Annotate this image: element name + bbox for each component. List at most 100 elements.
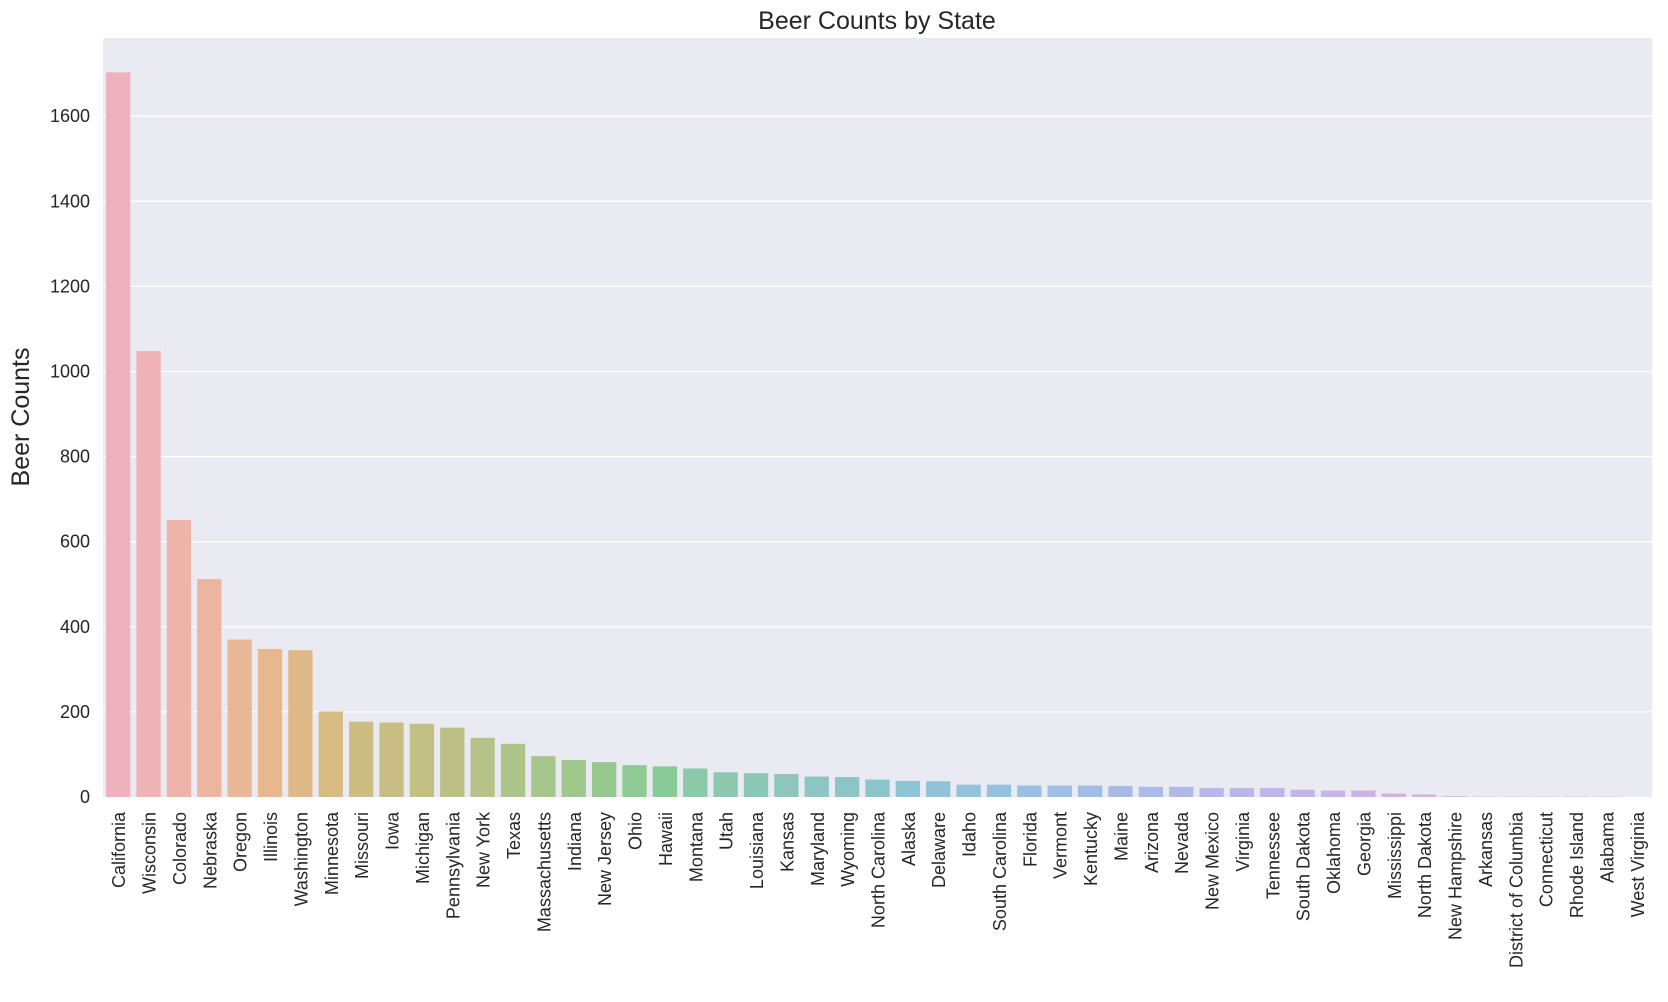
bar-ohio bbox=[622, 765, 647, 797]
y-tick-label: 200 bbox=[60, 702, 90, 722]
y-tick-label: 1600 bbox=[50, 106, 90, 126]
x-tick-label: Nevada bbox=[1172, 811, 1192, 874]
x-tick-label: Vermont bbox=[1051, 812, 1071, 879]
bar-maryland bbox=[804, 776, 829, 797]
x-tick-label: Connecticut bbox=[1537, 812, 1557, 907]
x-tick-label: Michigan bbox=[413, 812, 433, 884]
x-tick-label: Kansas bbox=[777, 812, 797, 872]
bar-new-jersey bbox=[591, 762, 617, 797]
bar-illinois bbox=[257, 648, 283, 797]
bar-vermont bbox=[1047, 785, 1072, 797]
x-tick-label: California bbox=[109, 811, 129, 888]
x-tick-label: Iowa bbox=[383, 811, 403, 850]
x-tick-label: Colorado bbox=[170, 812, 190, 885]
y-tick-label: 1000 bbox=[50, 362, 90, 382]
x-tick-label: Montana bbox=[686, 811, 706, 882]
y-axis-label: Beer Counts bbox=[7, 348, 35, 487]
bars bbox=[106, 72, 1619, 798]
bar-hawaii bbox=[652, 766, 678, 797]
x-tick-label: North Dakota bbox=[1415, 811, 1435, 918]
bar-south-carolina bbox=[986, 784, 1012, 797]
y-tick-label: 0 bbox=[80, 787, 90, 807]
x-tick-label: Arizona bbox=[1142, 811, 1162, 873]
x-tick-label: Mississippi bbox=[1385, 812, 1405, 899]
x-tick-label: Florida bbox=[1020, 811, 1040, 867]
x-tick-label: South Carolina bbox=[990, 811, 1010, 931]
bar-nevada bbox=[1169, 786, 1194, 797]
y-tick-label: 400 bbox=[60, 617, 90, 637]
y-tick-labels: 0 200 400 600 800 1000 1200 1400 1600 bbox=[50, 106, 90, 807]
x-tick-label: Alaska bbox=[899, 811, 919, 866]
bar-wisconsin bbox=[136, 351, 161, 797]
bar-kansas bbox=[774, 774, 799, 797]
x-tick-label: Massachusetts bbox=[534, 812, 554, 932]
plot-background bbox=[103, 38, 1652, 797]
x-tick-label: Arkansas bbox=[1476, 812, 1496, 887]
x-tick-label: Pennsylvania bbox=[443, 811, 463, 919]
x-tick-label: Kentucky bbox=[1081, 812, 1101, 886]
bar-colorado bbox=[166, 519, 192, 797]
y-tick-label: 1200 bbox=[50, 276, 90, 296]
x-tick-label: West Virginia bbox=[1628, 811, 1648, 917]
x-tick-label: Maryland bbox=[808, 812, 828, 886]
bar-florida bbox=[1017, 785, 1042, 797]
x-tick-label: Nebraska bbox=[200, 811, 220, 889]
bar-california bbox=[106, 72, 131, 798]
x-tick-label: South Dakota bbox=[1294, 811, 1314, 921]
x-tick-label: Minnesota bbox=[322, 811, 342, 895]
bar-nebraska bbox=[197, 579, 222, 797]
x-tick-label: Utah bbox=[717, 812, 737, 850]
x-tick-label: Alabama bbox=[1597, 811, 1617, 883]
bar-oregon bbox=[227, 639, 252, 797]
x-tick-label: North Carolina bbox=[869, 811, 889, 928]
bar-texas bbox=[500, 743, 526, 797]
x-tick-label: Rhode Island bbox=[1567, 812, 1587, 918]
x-tick-label: Wisconsin bbox=[140, 812, 160, 894]
bar-south-dakota bbox=[1290, 789, 1315, 797]
bar-north-dakota bbox=[1412, 794, 1437, 797]
bar-maine bbox=[1108, 785, 1133, 797]
x-tick-label: New York bbox=[474, 811, 494, 888]
x-tick-label: Texas bbox=[504, 812, 524, 859]
bar-delaware bbox=[926, 781, 951, 797]
x-tick-label: Indiana bbox=[565, 811, 585, 871]
x-tick-label: Ohio bbox=[626, 812, 646, 850]
x-tick-label: Louisiana bbox=[747, 811, 767, 889]
bar-alaska bbox=[895, 780, 921, 797]
bar-kentucky bbox=[1077, 785, 1103, 797]
x-tick-label: Oregon bbox=[231, 812, 251, 872]
gridlines bbox=[103, 115, 1652, 713]
x-tick-label: Idaho bbox=[960, 812, 980, 857]
x-tick-label: New Jersey bbox=[595, 812, 615, 906]
bar-virginia bbox=[1229, 788, 1255, 797]
y-tick-label: 1400 bbox=[50, 191, 90, 211]
y-tick-label: 600 bbox=[60, 532, 90, 552]
bar-pennsylvania bbox=[440, 727, 465, 797]
bar-new-hampshire bbox=[1442, 796, 1467, 797]
bar-utah bbox=[713, 772, 738, 797]
bar-wyoming bbox=[834, 777, 860, 797]
bar-iowa bbox=[379, 722, 404, 797]
x-tick-label: Oklahoma bbox=[1324, 811, 1344, 894]
bar-missouri bbox=[349, 721, 374, 797]
bar-massachusetts bbox=[531, 756, 556, 797]
bar-north-carolina bbox=[865, 779, 890, 797]
bar-mississippi bbox=[1381, 793, 1406, 797]
bar-new-mexico bbox=[1199, 788, 1224, 797]
bar-montana bbox=[683, 768, 708, 797]
bar-new-york bbox=[470, 737, 495, 797]
x-tick-label: Wyoming bbox=[838, 812, 858, 887]
x-tick-label: Washington bbox=[291, 812, 311, 906]
bar-oklahoma bbox=[1320, 790, 1346, 797]
y-tick-label: 800 bbox=[60, 447, 90, 467]
x-tick-label: Virginia bbox=[1233, 811, 1253, 872]
chart-title: Beer Counts by State bbox=[758, 7, 996, 35]
bar-arizona bbox=[1138, 786, 1164, 797]
bar-minnesota bbox=[318, 711, 343, 797]
bar-georgia bbox=[1351, 790, 1376, 797]
bar-louisiana bbox=[743, 773, 769, 797]
bar-tennessee bbox=[1260, 788, 1285, 797]
x-tick-labels: California Wisconsin Colorado Nebraska Orego… bbox=[109, 811, 1648, 968]
x-tick-label: Missouri bbox=[352, 812, 372, 879]
